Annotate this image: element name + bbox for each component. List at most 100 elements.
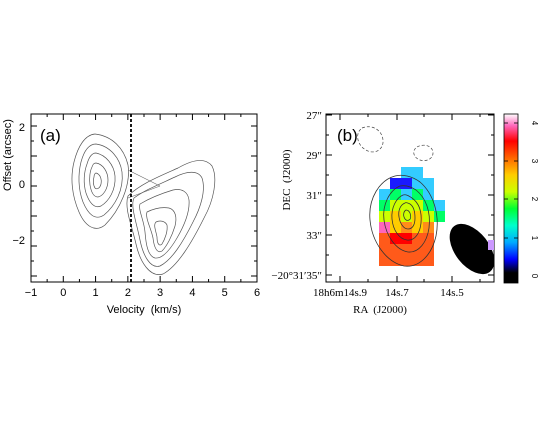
- panel-a-y-ticks: [31, 125, 257, 277]
- connector-line: [127, 185, 161, 199]
- contour-level: [92, 172, 102, 190]
- contour-level: [132, 171, 204, 267]
- contour-level: [403, 209, 412, 221]
- panel-a-xtick: 3: [157, 287, 163, 299]
- panel-b-xlabel: RA (J2000): [353, 304, 407, 316]
- map-pixel: [412, 178, 423, 189]
- panel-a-connectors: [127, 169, 161, 199]
- map-pixel: [401, 222, 412, 233]
- map-pixel: [390, 178, 401, 189]
- map-pixel: [423, 222, 434, 233]
- beam-ellipse: [449, 223, 495, 275]
- panel-a-xtick: 6: [254, 287, 260, 299]
- panel-a-frame: [30, 113, 258, 283]
- panel-a-xlabel: Velocity (km/s): [107, 304, 182, 316]
- negative-contour: [357, 126, 384, 153]
- map-pixel: [390, 200, 401, 211]
- panel-b-ytick: 31″: [306, 190, 322, 202]
- colorbar-tick-label: 2: [530, 197, 539, 202]
- colorbar-ticks: [504, 122, 518, 277]
- panel-b-ylabel: DEC (J2000): [281, 149, 293, 210]
- panel-a-xtick: 2: [125, 287, 131, 299]
- contour-level: [83, 152, 116, 208]
- panel-b-label: (b): [337, 126, 358, 145]
- map-pixel: [379, 211, 390, 222]
- panel-b-negative-contours: [357, 126, 434, 161]
- panel-b-xtick: 14s.7: [385, 287, 409, 299]
- connector-line: [127, 169, 161, 187]
- map-pixel: [379, 233, 390, 244]
- map-pixel: [390, 189, 401, 200]
- contour-level: [398, 202, 416, 230]
- colorbar-tick-label: 4: [530, 121, 539, 126]
- contour-level: [71, 133, 129, 229]
- map-pixel: [379, 255, 390, 266]
- map-pixel: [412, 222, 423, 233]
- map-pixel: [412, 200, 423, 211]
- map-pixel: [390, 211, 401, 222]
- panel-a-ytick: 0: [19, 179, 25, 191]
- map-pixel: [412, 233, 423, 244]
- map-pixel: [390, 244, 401, 255]
- panel-b-ytick: −20°31′35″: [271, 270, 322, 282]
- map-pixel: [379, 189, 390, 200]
- map-pixel: [401, 255, 412, 266]
- map-pixel: [401, 211, 412, 222]
- map-pixel: [390, 255, 401, 266]
- map-pixel: [434, 200, 445, 211]
- contour-level: [126, 160, 216, 275]
- colorbar-gradient: [503, 113, 519, 284]
- map-pixel: [423, 233, 434, 244]
- map-pixel: [412, 211, 423, 222]
- contour-level: [154, 220, 168, 246]
- map-pixel: [412, 189, 423, 200]
- colorbar-tick-label: 1: [530, 236, 539, 241]
- panel-a-contours-right: [126, 160, 216, 275]
- map-pixel: [401, 244, 412, 255]
- map-pixel-edge: [488, 240, 494, 250]
- contour-level: [146, 207, 177, 253]
- map-pixel: [401, 178, 412, 189]
- map-pixel: [423, 200, 434, 211]
- contour-level: [391, 194, 422, 241]
- contour-level: [78, 143, 123, 218]
- panel-a-contours-left: [71, 133, 129, 229]
- map-pixel: [412, 255, 423, 266]
- panel-a-xtick: 1: [93, 287, 99, 299]
- panel-a-ylabel: Offset (arcsec): [2, 119, 14, 191]
- map-pixel: [379, 222, 390, 233]
- panel-b-frame: [325, 113, 495, 283]
- contour-level: [369, 174, 438, 267]
- contour-level: [89, 162, 109, 198]
- map-pixel: [401, 189, 412, 200]
- panel-a-x-ticks: [30, 114, 258, 282]
- contour-level: [383, 185, 430, 253]
- map-pixel: [423, 244, 434, 255]
- map-pixel: [423, 211, 434, 222]
- map-pixel: [379, 244, 390, 255]
- map-pixel: [390, 222, 401, 233]
- panel-a-xtick: 5: [222, 287, 228, 299]
- panel-b-xtick: 18h6m14s.9: [313, 287, 368, 299]
- map-pixel: [401, 167, 412, 178]
- panel-a-ytick: −2: [12, 235, 25, 247]
- negative-contour: [413, 144, 434, 161]
- panel-b-xtick: 14s.5: [440, 287, 464, 299]
- panel-a-xtick: 4: [189, 287, 195, 299]
- map-pixel: [423, 255, 434, 266]
- panel-a-label: (a): [40, 126, 61, 145]
- panel-b: 27″ 29″ 31″ 33″ −20°31′35″ 18h6m14s.9 14…: [271, 110, 495, 316]
- colorbar: 4 3 2 1 0: [503, 113, 539, 284]
- panel-b-ytick: 29″: [306, 150, 322, 162]
- map-pixel: [401, 200, 412, 211]
- panel-b-ticks: [326, 114, 494, 282]
- panel-b-ytick: 27″: [306, 110, 322, 122]
- colorbar-tick-label: 0: [530, 274, 539, 279]
- panel-b-pixel-map: [379, 167, 445, 266]
- panel-a-xtick: −1: [25, 287, 38, 299]
- map-pixel: [401, 233, 412, 244]
- map-pixel: [423, 178, 434, 189]
- map-pixel: [434, 211, 445, 222]
- map-pixel: [412, 167, 423, 178]
